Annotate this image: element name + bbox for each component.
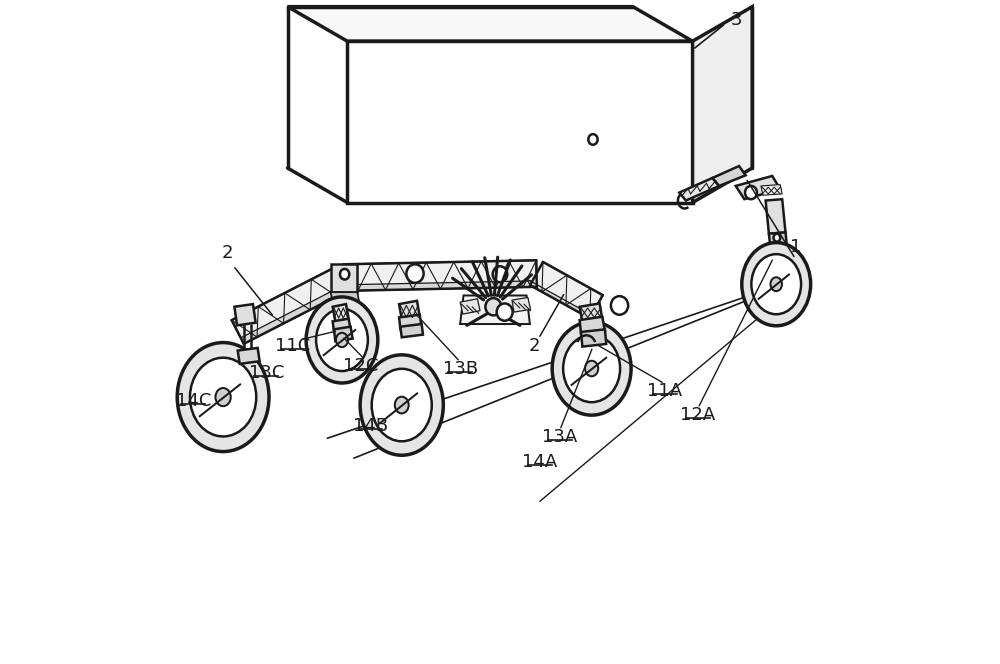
- Ellipse shape: [372, 369, 432, 442]
- Polygon shape: [769, 232, 788, 254]
- Polygon shape: [331, 264, 357, 292]
- Text: 14A: 14A: [522, 453, 557, 471]
- Ellipse shape: [585, 361, 598, 376]
- Polygon shape: [400, 324, 423, 337]
- Polygon shape: [238, 348, 260, 364]
- Polygon shape: [761, 185, 782, 195]
- Ellipse shape: [215, 388, 231, 406]
- Text: 13C: 13C: [249, 364, 284, 382]
- Polygon shape: [679, 178, 719, 201]
- Ellipse shape: [485, 298, 501, 315]
- Text: 1: 1: [790, 238, 801, 256]
- Text: 12A: 12A: [680, 406, 715, 424]
- Text: 3: 3: [731, 11, 743, 29]
- Polygon shape: [512, 297, 531, 312]
- Polygon shape: [530, 262, 603, 318]
- Ellipse shape: [611, 296, 628, 315]
- Polygon shape: [399, 315, 422, 329]
- Ellipse shape: [774, 234, 780, 242]
- Ellipse shape: [177, 343, 269, 452]
- Polygon shape: [331, 292, 359, 302]
- Text: 11A: 11A: [647, 382, 682, 400]
- Ellipse shape: [552, 322, 631, 415]
- Ellipse shape: [770, 278, 782, 291]
- Polygon shape: [333, 304, 349, 321]
- Text: 13B: 13B: [443, 360, 478, 378]
- Ellipse shape: [360, 355, 443, 456]
- Ellipse shape: [563, 335, 620, 402]
- Text: 2: 2: [222, 244, 234, 262]
- Polygon shape: [347, 41, 693, 203]
- Polygon shape: [712, 166, 746, 186]
- Polygon shape: [527, 279, 590, 318]
- Text: 11C: 11C: [275, 337, 310, 355]
- Polygon shape: [693, 7, 752, 203]
- Ellipse shape: [493, 266, 507, 282]
- Polygon shape: [232, 266, 350, 344]
- Polygon shape: [766, 199, 786, 234]
- Text: 12C: 12C: [343, 357, 378, 375]
- Ellipse shape: [742, 242, 811, 326]
- Ellipse shape: [588, 134, 598, 145]
- Polygon shape: [288, 7, 693, 41]
- Polygon shape: [460, 299, 480, 314]
- Polygon shape: [736, 176, 780, 199]
- Ellipse shape: [340, 269, 349, 280]
- Text: 2: 2: [529, 337, 540, 355]
- Ellipse shape: [751, 254, 801, 314]
- Polygon shape: [333, 319, 351, 332]
- Polygon shape: [399, 301, 420, 319]
- Polygon shape: [580, 317, 605, 334]
- Polygon shape: [581, 329, 606, 347]
- Polygon shape: [344, 260, 537, 291]
- Ellipse shape: [306, 297, 378, 383]
- Polygon shape: [334, 327, 353, 341]
- Ellipse shape: [395, 396, 409, 414]
- Ellipse shape: [316, 309, 368, 371]
- Polygon shape: [580, 303, 602, 322]
- Text: 14B: 14B: [353, 417, 388, 435]
- Polygon shape: [241, 284, 350, 344]
- Text: 14C: 14C: [176, 392, 211, 410]
- Text: 13A: 13A: [542, 428, 577, 446]
- Ellipse shape: [190, 358, 256, 436]
- Ellipse shape: [406, 264, 424, 283]
- Ellipse shape: [745, 186, 757, 199]
- Polygon shape: [460, 295, 530, 324]
- Ellipse shape: [336, 333, 348, 347]
- Ellipse shape: [497, 303, 513, 321]
- Polygon shape: [234, 304, 256, 325]
- Polygon shape: [341, 281, 537, 291]
